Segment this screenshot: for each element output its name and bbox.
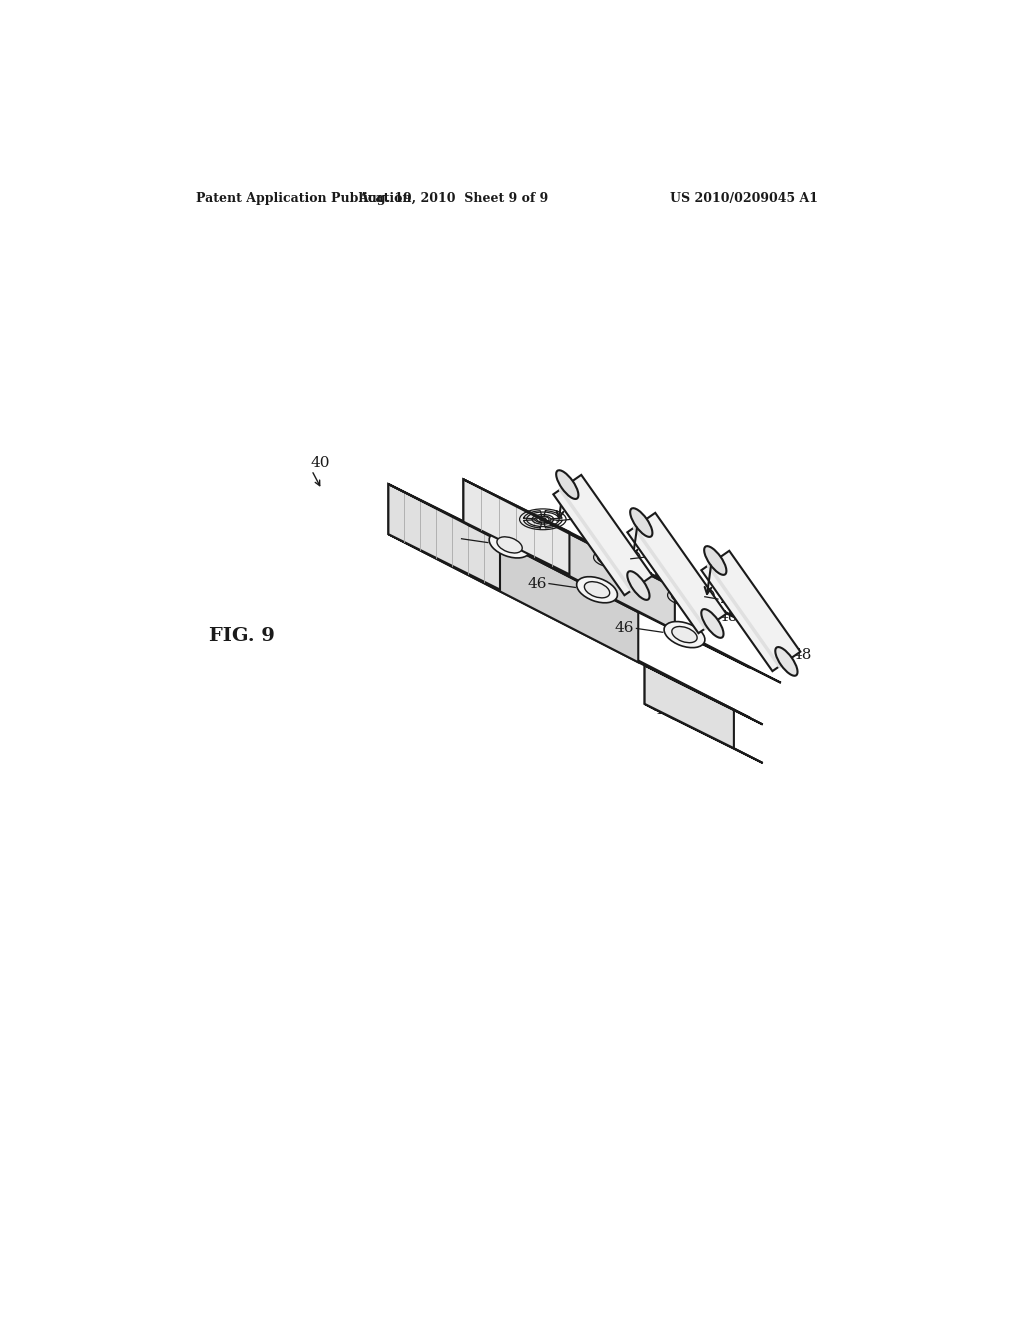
Polygon shape	[645, 665, 763, 725]
Ellipse shape	[497, 537, 522, 553]
Text: 46: 46	[527, 577, 547, 590]
Text: 40: 40	[310, 455, 330, 470]
Ellipse shape	[701, 609, 724, 638]
Text: 48: 48	[645, 573, 664, 586]
Polygon shape	[553, 475, 652, 595]
Ellipse shape	[672, 627, 697, 643]
Ellipse shape	[489, 532, 530, 558]
Polygon shape	[645, 665, 734, 748]
Polygon shape	[464, 479, 675, 630]
Text: Patent Application Publication: Patent Application Publication	[197, 191, 412, 205]
Text: 42: 42	[471, 521, 490, 535]
Polygon shape	[464, 479, 569, 574]
Text: 21: 21	[720, 593, 739, 606]
Text: US 2010/0209045 A1: US 2010/0209045 A1	[671, 191, 818, 205]
Text: Aug. 19, 2010  Sheet 9 of 9: Aug. 19, 2010 Sheet 9 of 9	[358, 191, 549, 205]
Ellipse shape	[628, 572, 649, 599]
Text: 21: 21	[646, 550, 666, 564]
Polygon shape	[388, 535, 750, 718]
Text: FIG. 9: FIG. 9	[209, 627, 275, 644]
Text: 48: 48	[793, 648, 812, 663]
Text: 21: 21	[573, 512, 593, 527]
Ellipse shape	[775, 647, 798, 676]
Polygon shape	[645, 665, 674, 718]
Ellipse shape	[664, 622, 705, 648]
Text: 48: 48	[719, 610, 738, 624]
Polygon shape	[464, 479, 781, 640]
Polygon shape	[645, 704, 763, 763]
Ellipse shape	[585, 582, 609, 598]
Ellipse shape	[630, 508, 652, 537]
Text: 44: 44	[654, 704, 674, 717]
Text: 46: 46	[439, 532, 459, 545]
Polygon shape	[388, 484, 638, 663]
Polygon shape	[701, 550, 801, 671]
Polygon shape	[464, 521, 781, 682]
Polygon shape	[628, 513, 726, 634]
Ellipse shape	[577, 577, 617, 603]
Polygon shape	[388, 484, 500, 590]
Text: 46: 46	[614, 622, 634, 635]
Ellipse shape	[556, 470, 579, 499]
Ellipse shape	[705, 546, 726, 574]
Polygon shape	[388, 484, 750, 668]
